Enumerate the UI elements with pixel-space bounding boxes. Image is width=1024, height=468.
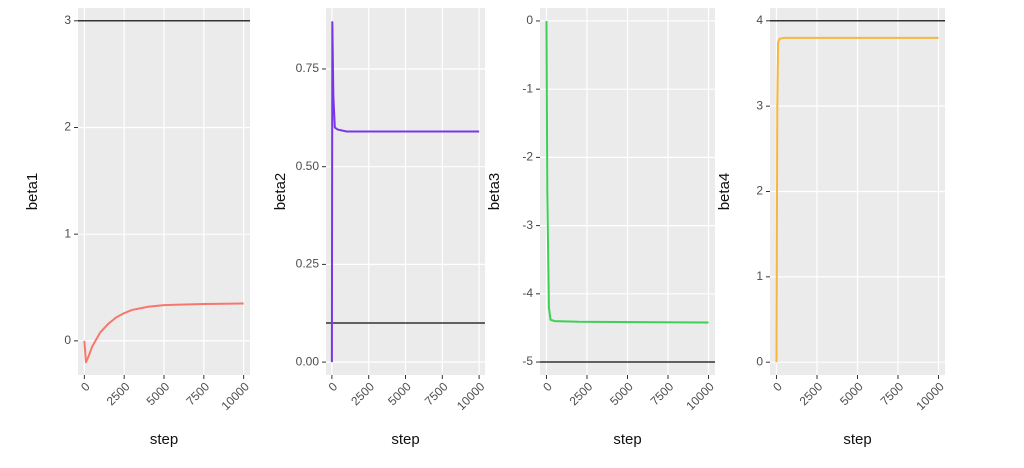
y-axis-title: beta3 [486,173,503,211]
x-tick-label: 0 [770,379,785,394]
x-tick-label: 2500 [797,379,826,408]
x-tick-label: 5000 [385,379,414,408]
x-tick-label: 0 [78,379,93,394]
x-tick-label: 10000 [218,379,252,413]
y-tick-label: 0 [64,333,71,347]
series-line [83,302,244,364]
y-tick-label: 0.25 [296,257,320,271]
y-tick-label: 4 [756,13,763,27]
x-tick-label: 7500 [183,379,212,408]
x-tick-label: 7500 [422,379,451,408]
x-tick-label: 5000 [607,379,636,408]
x-tick-label: 2500 [104,379,133,408]
x-tick-label: 5000 [144,379,173,408]
y-tick-label: 2 [64,120,71,134]
y-tick-label: 1 [64,226,71,240]
y-tick-label: 3 [756,98,763,112]
x-tick-label: 2500 [348,379,377,408]
x-axis-title: step [613,431,641,448]
y-axis-title: beta2 [272,173,289,211]
y-tick-label: -3 [522,218,533,232]
x-axis-title: step [843,431,871,448]
y-tick-label: 0.00 [296,354,320,368]
y-tick-label: -2 [522,150,533,164]
y-tick-label: 0 [756,354,763,368]
y-tick-label: -1 [522,81,533,95]
x-tick-label: 5000 [837,379,866,408]
series-line [545,20,709,324]
x-tick-label: 0 [326,379,341,394]
y-tick-label: -5 [522,354,533,368]
x-axis-title: step [150,431,178,448]
y-tick-label: 2 [756,184,763,198]
y-tick-label: 0.50 [296,159,320,173]
x-tick-label: 2500 [567,379,596,408]
x-tick-label: 7500 [878,379,907,408]
series-line [330,21,480,363]
y-axis-title: beta1 [24,173,41,211]
x-axis-title: step [391,431,419,448]
y-tick-label: 0.75 [296,61,320,75]
y-tick-label: 3 [64,13,71,27]
x-tick-label: 7500 [648,379,677,408]
x-tick-label: 10000 [913,379,947,413]
series-line [775,36,939,363]
y-tick-label: 0 [526,13,533,27]
x-tick-label: 0 [540,379,555,394]
x-tick-label: 10000 [454,379,488,413]
y-tick-label: -4 [522,286,533,300]
y-axis-title: beta4 [716,173,733,211]
y-tick-label: 1 [756,269,763,283]
x-tick-label: 10000 [683,379,717,413]
